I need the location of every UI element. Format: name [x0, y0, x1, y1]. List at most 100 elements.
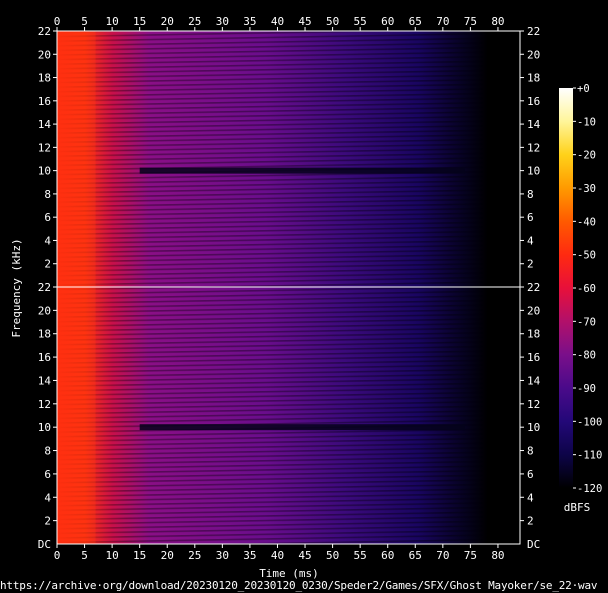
x-tick-label-top: 65 [409, 15, 422, 28]
y-axis-label: Frequency (kHz) [10, 238, 23, 337]
y-tick-label-right: 4 [527, 491, 534, 504]
x-tick-label-bottom: 40 [271, 549, 284, 562]
x-tick-label-bottom: 70 [436, 549, 449, 562]
y-tick-label-right: 20 [527, 48, 540, 61]
x-tick-label-top: 5 [81, 15, 88, 28]
y-tick-label-left: 18 [38, 328, 51, 341]
y-tick-label-left: 22 [38, 281, 51, 294]
onset-band [57, 31, 96, 287]
x-tick-label-top: 15 [133, 15, 146, 28]
y-tick-label-right: 8 [527, 445, 534, 458]
y-tick-label-left: 14 [38, 118, 52, 131]
y-tick-label-right: 2 [527, 515, 534, 528]
x-tick-label-bottom: 15 [133, 549, 146, 562]
y-tick-label-left: 20 [38, 48, 51, 61]
x-tick-label-bottom: 20 [161, 549, 174, 562]
x-tick-label-bottom: 0 [54, 549, 61, 562]
colorbar-tick-label: -90 [577, 383, 596, 395]
onset-band [57, 287, 96, 544]
x-tick-label-bottom: 65 [409, 549, 422, 562]
x-tick-label-top: 30 [216, 15, 229, 28]
y-tick-label-right: 16 [527, 95, 540, 108]
y-tick-label-right: 14 [527, 374, 541, 387]
y-tick-label-right: 2 [527, 258, 534, 271]
notch-band [139, 424, 465, 431]
colorbar-tick-label: -100 [577, 416, 602, 428]
spectrogram-panel-1 [57, 31, 520, 287]
y-tick-label-left: 2 [44, 515, 51, 528]
harmonic-stripes [57, 31, 520, 287]
y-tick-label-dc-left: DC [38, 538, 51, 551]
colorbar-gradient [559, 88, 573, 488]
x-tick-label-bottom: 5 [81, 549, 88, 562]
colorbar-tick-label: -40 [577, 216, 596, 228]
x-tick-label-top: 55 [354, 15, 367, 28]
y-tick-label-left: 8 [44, 188, 51, 201]
y-tick-label-left: 4 [44, 234, 51, 247]
y-tick-label-left: 10 [38, 421, 51, 434]
x-tick-label-bottom: 50 [326, 549, 339, 562]
x-tick-label-top: 70 [436, 15, 449, 28]
x-tick-label-top: 40 [271, 15, 284, 28]
x-tick-label-bottom: 80 [491, 549, 504, 562]
colorbar-tick-label: -10 [577, 116, 596, 128]
y-tick-label-right: 12 [527, 398, 540, 411]
colorbar-tick-label: -20 [577, 150, 596, 162]
y-tick-label-left: 22 [38, 25, 51, 38]
y-tick-label-right: 20 [527, 304, 540, 317]
y-tick-label-right: 16 [527, 351, 540, 364]
y-tick-label-left: 14 [38, 374, 52, 387]
x-tick-label-bottom: 60 [381, 549, 394, 562]
x-tick-label-bottom: 35 [243, 549, 256, 562]
spectrogram-panel-2 [57, 287, 520, 544]
y-tick-label-right: 4 [527, 234, 534, 247]
y-tick-label-right: 10 [527, 421, 540, 434]
colorbar-label: dBFS [564, 501, 591, 514]
y-tick-label-left: 10 [38, 165, 51, 178]
x-tick-label-top: 45 [298, 15, 311, 28]
x-tick-label-top: 25 [188, 15, 201, 28]
y-tick-label-left: 12 [38, 141, 51, 154]
colorbar-tick-label: -50 [577, 250, 596, 262]
y-tick-label-right: 14 [527, 118, 541, 131]
y-tick-label-right: 18 [527, 328, 540, 341]
y-tick-label-right: 22 [527, 25, 540, 38]
y-tick-label-left: 6 [44, 211, 51, 224]
x-tick-label-top: 10 [105, 15, 118, 28]
y-tick-label-left: 6 [44, 468, 51, 481]
x-tick-label-bottom: 30 [216, 549, 229, 562]
y-tick-label-left: 16 [38, 95, 51, 108]
y-tick-label-left: 4 [44, 491, 51, 504]
x-tick-label-top: 35 [243, 15, 256, 28]
notch-band [139, 167, 465, 174]
y-tick-label-right: 18 [527, 72, 540, 85]
y-tick-label-right: 22 [527, 281, 540, 294]
x-tick-label-top: 0 [54, 15, 61, 28]
x-tick-label-bottom: 75 [464, 549, 477, 562]
colorbar-tick-label: -30 [577, 183, 596, 195]
x-tick-label-bottom: 45 [298, 549, 311, 562]
y-tick-label-right: 8 [527, 188, 534, 201]
colorbar-tick-label: +0 [577, 83, 590, 95]
y-tick-label-right: 6 [527, 468, 534, 481]
y-tick-label-left: 2 [44, 258, 51, 271]
y-tick-label-right: 12 [527, 141, 540, 154]
y-tick-label-left: 8 [44, 445, 51, 458]
x-axis-label: Time (ms) [259, 567, 319, 580]
y-tick-label-left: 18 [38, 72, 51, 85]
colorbar-tick-label: -70 [577, 316, 596, 328]
y-tick-label-left: 16 [38, 351, 51, 364]
colorbar-tick-label: -120 [577, 483, 602, 495]
source-url: https://archive·org/download/20230120_20… [0, 579, 598, 592]
x-tick-label-top: 20 [161, 15, 174, 28]
y-tick-label-dc-right: DC [527, 538, 540, 551]
x-tick-label-bottom: 25 [188, 549, 201, 562]
x-tick-label-bottom: 55 [354, 549, 367, 562]
y-tick-label-right: 6 [527, 211, 534, 224]
colorbar-tick-label: -60 [577, 283, 596, 295]
harmonic-stripes [57, 287, 520, 544]
x-tick-label-bottom: 10 [105, 549, 118, 562]
y-tick-label-left: 12 [38, 398, 51, 411]
y-tick-label-left: 20 [38, 304, 51, 317]
